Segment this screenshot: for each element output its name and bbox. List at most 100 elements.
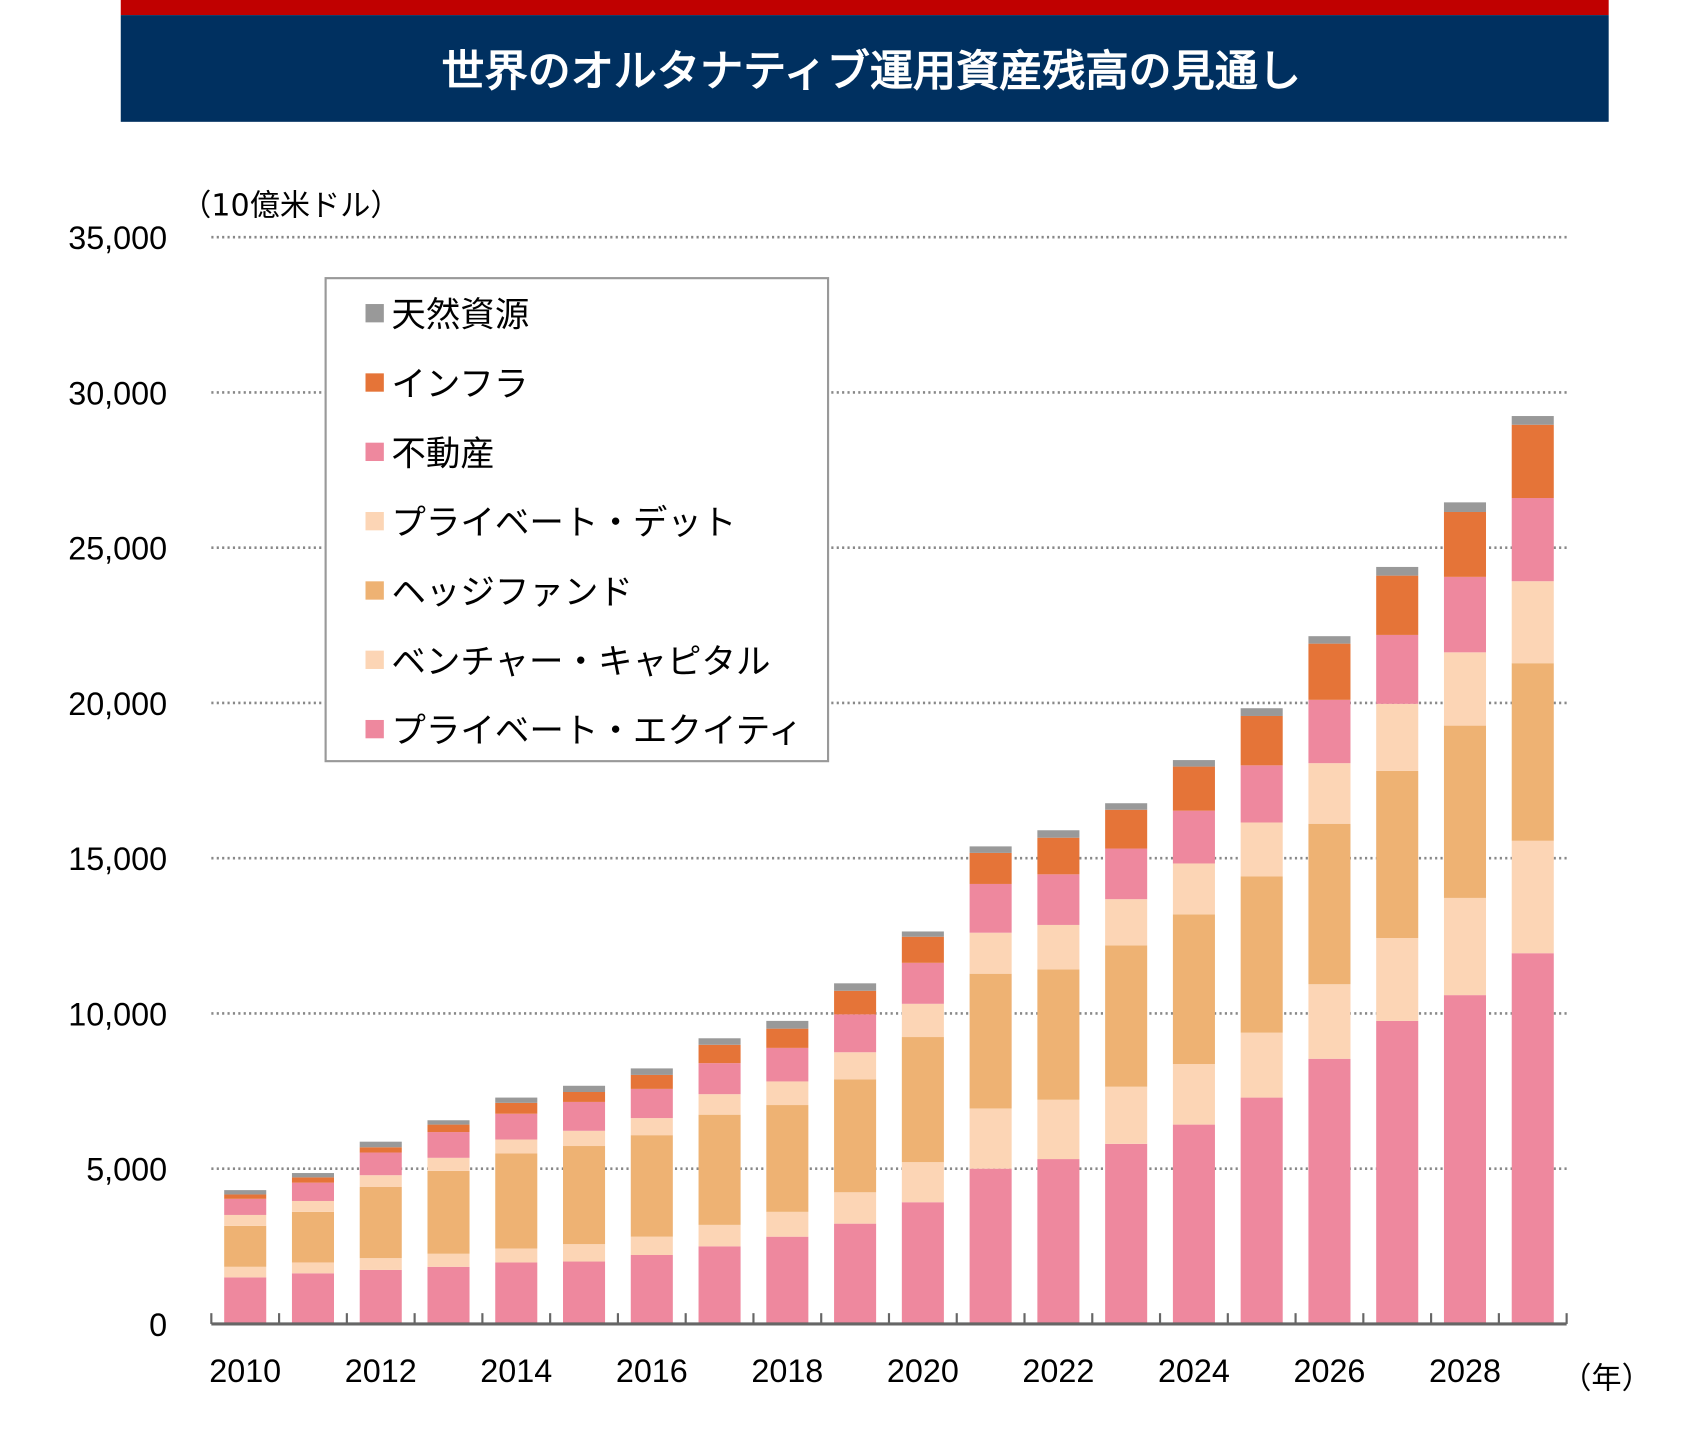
y-tick-label: 30,000 bbox=[68, 375, 167, 411]
bar-segment bbox=[698, 1044, 741, 1064]
x-axis-unit-label: （年） bbox=[1561, 1362, 1652, 1397]
bar-segment bbox=[630, 1255, 673, 1324]
legend-swatch bbox=[365, 719, 384, 739]
bar-segment bbox=[766, 1236, 809, 1324]
bar-segment bbox=[969, 973, 1012, 1109]
bar-segment bbox=[969, 932, 1012, 974]
bar-segment bbox=[1240, 1032, 1283, 1098]
bar-segment bbox=[766, 1211, 809, 1237]
legend-swatch bbox=[365, 373, 384, 392]
bar-segment bbox=[1511, 953, 1554, 1324]
bar-segment bbox=[1037, 924, 1080, 970]
x-tick-label: 2016 bbox=[616, 1353, 688, 1389]
bar-segment bbox=[1037, 837, 1080, 875]
bar-segment bbox=[1443, 652, 1487, 726]
bar-segment bbox=[291, 1173, 335, 1178]
bar-segment bbox=[563, 1130, 606, 1147]
x-tick-label: 2018 bbox=[751, 1353, 823, 1389]
bar-segment bbox=[1037, 1099, 1080, 1160]
bar-segment bbox=[698, 1224, 741, 1247]
bar-segment bbox=[630, 1068, 673, 1075]
bar-segment bbox=[1511, 498, 1554, 582]
bar-segment bbox=[359, 1187, 402, 1259]
bar-segment bbox=[563, 1085, 606, 1092]
bar-segment bbox=[291, 1200, 335, 1212]
bar-segment bbox=[224, 1214, 267, 1226]
bar-segment bbox=[1511, 581, 1554, 664]
bar-segment bbox=[630, 1088, 673, 1119]
bar-segment bbox=[1511, 840, 1554, 954]
bar-segment bbox=[834, 990, 877, 1015]
bar-segment bbox=[1308, 984, 1351, 1059]
bar-segment bbox=[291, 1177, 335, 1183]
bar-segment bbox=[563, 1146, 606, 1245]
bar-segment bbox=[359, 1147, 402, 1153]
legend-label: 天然資源 bbox=[391, 296, 529, 336]
y-tick-label: 0 bbox=[149, 1307, 167, 1343]
bar-segment bbox=[698, 1246, 741, 1324]
bar-segment bbox=[969, 883, 1012, 933]
legend-swatch bbox=[365, 512, 384, 531]
bar-segment bbox=[969, 1168, 1012, 1324]
bar-segment bbox=[563, 1091, 606, 1102]
legend: 天然資源インフラ不動産プライベート・デットヘッジファンドベンチャー・キャピタルプ… bbox=[324, 277, 830, 763]
bar-segment bbox=[1308, 643, 1351, 700]
bar-segment bbox=[1376, 575, 1419, 635]
bar-segment bbox=[1172, 914, 1215, 1065]
bar-segment bbox=[1376, 770, 1419, 938]
legend-label: インフラ bbox=[391, 365, 528, 405]
bar-segment bbox=[698, 1114, 741, 1225]
bar-segment bbox=[969, 846, 1012, 853]
legend-swatch bbox=[365, 581, 384, 600]
bar-segment bbox=[291, 1182, 335, 1201]
bar-segment bbox=[1240, 822, 1283, 877]
bar-segment bbox=[1105, 899, 1148, 946]
bar-segment bbox=[427, 1266, 470, 1324]
bar-segment bbox=[834, 983, 877, 991]
legend-swatch bbox=[365, 304, 384, 323]
bar-segment bbox=[224, 1190, 267, 1195]
bar-segment bbox=[1376, 703, 1419, 771]
bar-segment bbox=[359, 1258, 402, 1270]
bar-segment bbox=[1172, 1064, 1215, 1125]
y-tick-label: 35,000 bbox=[68, 220, 167, 256]
bar-segment bbox=[1511, 416, 1554, 425]
legend-label: ベンチャー・キャピタル bbox=[391, 642, 770, 682]
bar-segment bbox=[766, 1020, 809, 1029]
bar-segment bbox=[834, 1192, 877, 1224]
bar-segment bbox=[563, 1101, 606, 1131]
x-tick-label: 2020 bbox=[887, 1353, 959, 1389]
bar-segment bbox=[495, 1262, 538, 1324]
x-tick-label: 2026 bbox=[1293, 1353, 1365, 1389]
bar-segment bbox=[1105, 803, 1148, 810]
bar-segment bbox=[901, 962, 944, 1004]
bar-segment bbox=[495, 1113, 538, 1140]
bar-segment bbox=[1240, 876, 1283, 1033]
y-tick-label: 15,000 bbox=[68, 841, 167, 877]
bar-segment bbox=[291, 1211, 335, 1263]
bar-segment bbox=[1308, 823, 1351, 985]
bar-segment bbox=[1443, 511, 1487, 577]
bar-segment bbox=[1172, 1124, 1215, 1324]
bar-segment bbox=[359, 1269, 402, 1324]
bar-segment bbox=[834, 1079, 877, 1193]
bar-segment bbox=[1105, 1086, 1148, 1144]
x-tick-label: 2012 bbox=[345, 1353, 417, 1389]
x-tick-label: 2014 bbox=[480, 1353, 552, 1389]
bar-segment bbox=[1443, 725, 1487, 898]
legend-swatch bbox=[365, 650, 384, 669]
bar-segment bbox=[427, 1120, 470, 1125]
y-tick-label: 20,000 bbox=[68, 686, 167, 722]
bar-segment bbox=[766, 1105, 809, 1212]
bar-segment bbox=[224, 1225, 267, 1267]
bar-segment bbox=[495, 1139, 538, 1154]
bar-segment bbox=[901, 1003, 944, 1038]
bar-segment bbox=[1240, 765, 1283, 823]
y-axis-unit-label: （10億米ドル） bbox=[181, 189, 400, 224]
bar-segment bbox=[224, 1198, 267, 1215]
bar-segment bbox=[495, 1102, 538, 1114]
bar-segment bbox=[359, 1141, 402, 1148]
bar-segment bbox=[698, 1094, 741, 1115]
bar-segment bbox=[1172, 766, 1215, 811]
x-tick-label: 2024 bbox=[1158, 1353, 1230, 1389]
